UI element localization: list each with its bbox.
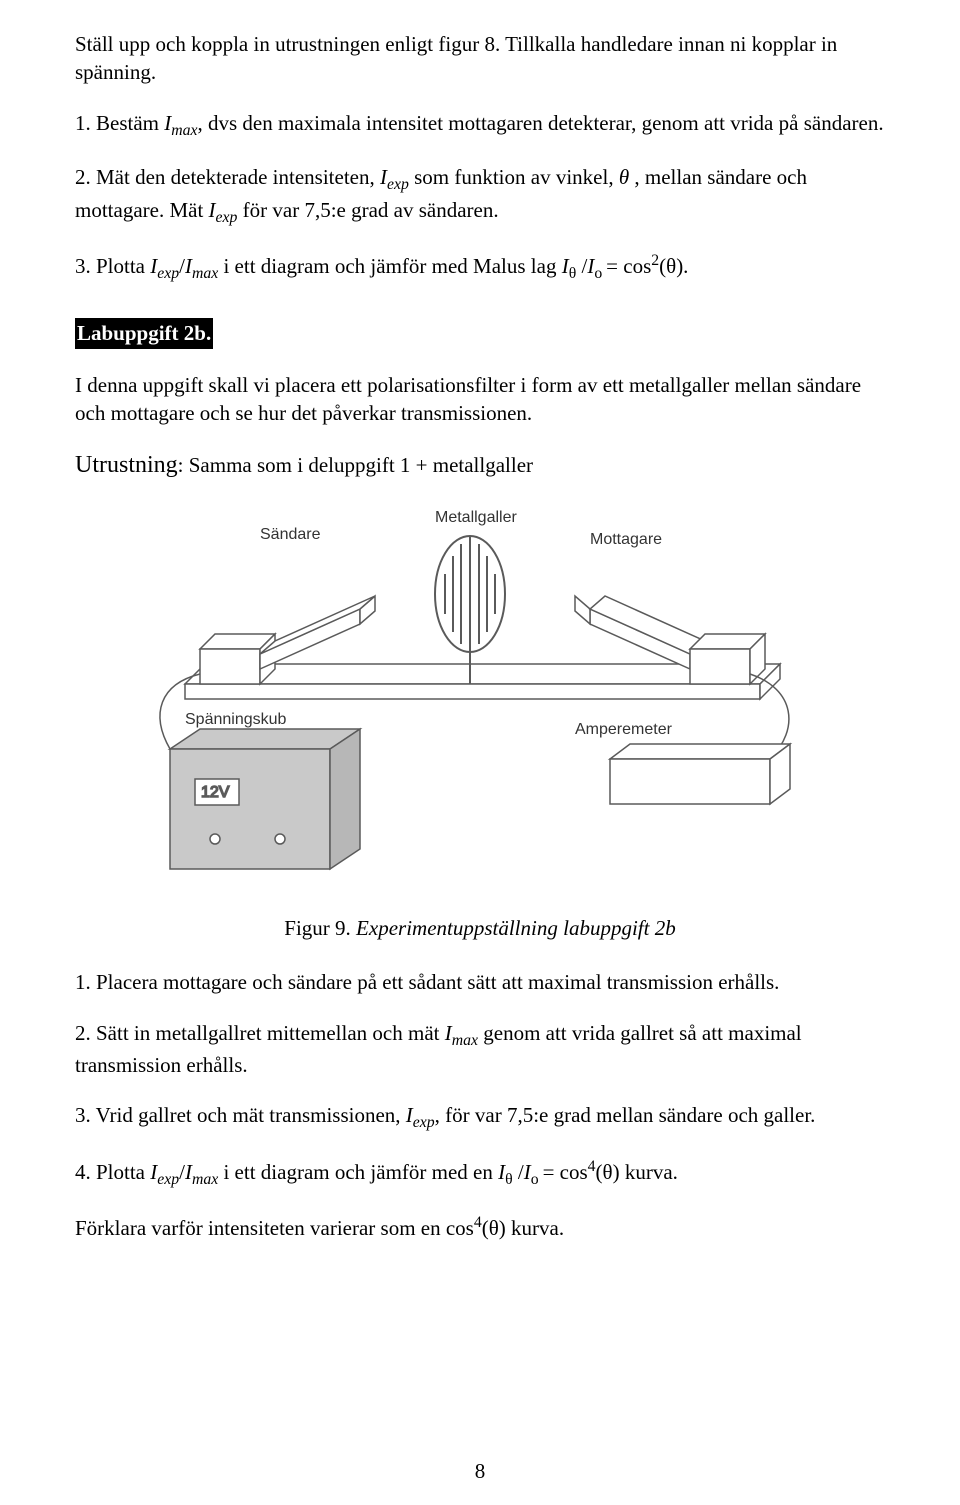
- subscript-exp: exp: [157, 265, 179, 282]
- superscript-2: 2: [651, 252, 659, 269]
- superscript-4: 4: [474, 1214, 482, 1231]
- superscript-4: 4: [588, 1158, 596, 1175]
- text: (θ).: [659, 254, 688, 278]
- symbol-theta: θ: [619, 165, 629, 189]
- utrustning-line: Utrustning: Samma som i deluppgift 1 + m…: [75, 449, 885, 481]
- subscript-max: max: [192, 1171, 218, 1188]
- subscript-exp: exp: [387, 176, 409, 193]
- setup-paragraph: Ställ upp och koppla in utrustningen enl…: [75, 30, 885, 87]
- subscript-theta: θ: [505, 1171, 513, 1188]
- symbol-I: I: [524, 1160, 531, 1184]
- power-cube: 12V: [170, 729, 360, 869]
- text: /: [576, 254, 587, 278]
- subscript-exp: exp: [216, 209, 238, 226]
- text: = cos: [606, 254, 651, 278]
- symbol-I: I: [380, 165, 387, 189]
- text: som funktion av vinkel,: [409, 165, 619, 189]
- lab2b-step-2: 2. Sätt in metallgallret mittemellan och…: [75, 1019, 885, 1080]
- label-amperemeter: Amperemeter: [575, 721, 673, 738]
- label-mottagare: Mottagare: [590, 531, 662, 548]
- text: (θ) kurva.: [596, 1160, 678, 1184]
- subscript-max: max: [192, 265, 218, 282]
- subscript-o: o: [531, 1171, 543, 1188]
- symbol-I: I: [185, 254, 192, 278]
- lab2b-explain: Förklara varför intensiteten varierar so…: [75, 1212, 885, 1242]
- page: Ställ upp och koppla in utrustningen enl…: [0, 0, 960, 1505]
- caption-italic: Experimentuppställning labuppgift 2b: [356, 916, 676, 940]
- text: , dvs den maximala intensitet mottagaren…: [198, 111, 884, 135]
- figure-caption: Figur 9. Experimentuppställning labuppgi…: [75, 914, 885, 942]
- step-2: 2. Mät den detekterade intensiteten, Iex…: [75, 163, 885, 228]
- subscript-o: o: [594, 265, 606, 282]
- step-1: 1. Bestäm Imax, dvs den maximala intensi…: [75, 109, 885, 141]
- text: 3. Plotta: [75, 254, 150, 278]
- lab2b-step-1: 1. Placera mottagare och sändare på ett …: [75, 968, 885, 996]
- lab2b-intro: I denna uppgift skall vi placera ett pol…: [75, 371, 885, 428]
- text: , för var 7,5:e grad mellan sändare och …: [435, 1103, 816, 1127]
- label-sandare: Sändare: [260, 526, 321, 543]
- text: (θ) kurva.: [482, 1216, 564, 1240]
- experiment-diagram: Sändare Metallgaller Mottagare Spännings…: [130, 504, 830, 884]
- label-spanningskub: Spänningskub: [185, 711, 287, 728]
- utrustning-label: Utrustning: [75, 452, 178, 478]
- amperemeter: [610, 744, 790, 804]
- text: i ett diagram och jämför med Malus lag: [218, 254, 562, 278]
- lab2b-step-3: 3. Vrid gallret och mät transmissionen, …: [75, 1101, 885, 1133]
- subscript-exp: exp: [157, 1171, 179, 1188]
- heading-lab2b: Labuppgift 2b.: [75, 318, 213, 348]
- lab2b-step-4: 4. Plotta Iexp/Imax i ett diagram och jä…: [75, 1156, 885, 1190]
- symbol-I: I: [185, 1160, 192, 1184]
- utrustning-rest: : Samma som i deluppgift 1 + metallgalle…: [178, 453, 533, 477]
- symbol-I: I: [562, 254, 569, 278]
- subscript-max: max: [171, 122, 197, 139]
- text: /: [513, 1160, 524, 1184]
- text: 4. Plotta: [75, 1160, 150, 1184]
- symbol-I: I: [406, 1103, 413, 1127]
- label-12v: 12V: [201, 784, 230, 801]
- text: = cos: [543, 1160, 588, 1184]
- label-metallgaller: Metallgaller: [435, 509, 517, 526]
- figure-9: Sändare Metallgaller Mottagare Spännings…: [75, 504, 885, 884]
- text: 1. Bestäm: [75, 111, 164, 135]
- step-3: 3. Plotta Iexp / Imax i ett diagram och jä…: [75, 250, 885, 284]
- text: 2. Mät den detekterade intensiteten,: [75, 165, 380, 189]
- text: i ett diagram och jämför med en: [218, 1160, 498, 1184]
- text: 3. Vrid gallret och mät transmissionen,: [75, 1103, 406, 1127]
- text: 2. Sätt in metallgallret mittemellan och…: [75, 1021, 445, 1045]
- subscript-max: max: [452, 1032, 478, 1049]
- symbol-I: I: [445, 1021, 452, 1045]
- symbol-I: I: [209, 198, 216, 222]
- subscript-exp: exp: [413, 1115, 435, 1132]
- metal-grid: [435, 536, 505, 684]
- page-number: 8: [0, 1457, 960, 1485]
- text: för var 7,5:e grad av sändaren.: [237, 198, 498, 222]
- caption-prefix: Figur 9.: [284, 916, 356, 940]
- text: Förklara varför intensiteten varierar so…: [75, 1216, 474, 1240]
